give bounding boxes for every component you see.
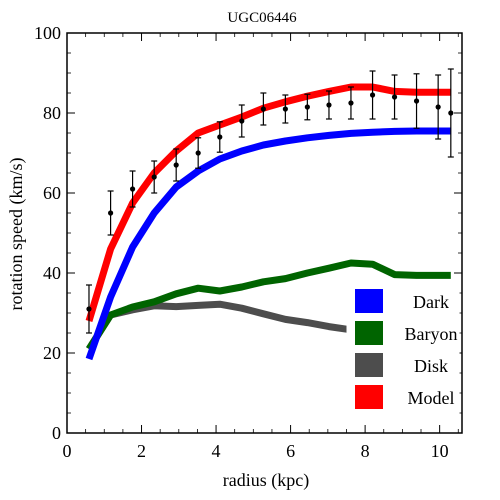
legend-label-model: Model <box>408 388 455 408</box>
legend-label-dark: Dark <box>413 292 449 312</box>
y-tick-label: 40 <box>43 263 61 283</box>
y-tick-label: 80 <box>43 103 61 123</box>
data-point <box>129 186 136 192</box>
data-point <box>239 118 245 124</box>
data-point <box>448 110 454 116</box>
data-point <box>369 92 376 98</box>
series-line-model <box>85 83 451 323</box>
y-axis-label: rotation speed (km/s) <box>6 158 27 311</box>
data-point <box>260 106 266 112</box>
data-point <box>107 210 114 216</box>
data-point <box>304 104 310 110</box>
y-tick-label: 60 <box>43 183 61 203</box>
x-axis-label: radius (kpc) <box>223 470 309 491</box>
x-tick-label: 2 <box>137 441 146 461</box>
chart-title: UGC06446 <box>227 10 297 26</box>
data-point <box>282 106 288 112</box>
data-point <box>195 150 201 156</box>
legend-swatch-model <box>355 385 383 409</box>
y-tick-label: 20 <box>43 343 61 363</box>
legend-swatch-disk <box>355 353 383 377</box>
data-point <box>151 174 157 180</box>
y-tick-label: 100 <box>34 23 61 43</box>
data-point <box>435 104 441 110</box>
x-tick-label: 0 <box>63 441 72 461</box>
data-point <box>391 94 398 100</box>
data-point <box>326 102 332 108</box>
x-tick-label: 10 <box>431 441 449 461</box>
series-line-baryon <box>86 259 451 351</box>
legend-swatch-dark <box>355 289 383 313</box>
data-point <box>348 100 354 106</box>
legend: Dark Baryon Disk Model <box>346 280 460 416</box>
legend-label-disk: Disk <box>414 356 448 376</box>
data-point <box>413 98 420 104</box>
legend-label-baryon: Baryon <box>405 324 458 344</box>
x-tick-label: 4 <box>212 441 221 461</box>
series-line-dark <box>85 127 451 361</box>
data-point <box>173 162 179 168</box>
legend-swatch-baryon <box>355 321 383 345</box>
y-tick-label: 0 <box>52 423 61 443</box>
x-tick-label: 8 <box>361 441 370 461</box>
data-point <box>86 306 92 312</box>
data-point <box>217 134 223 140</box>
x-tick-label: 6 <box>286 441 295 461</box>
